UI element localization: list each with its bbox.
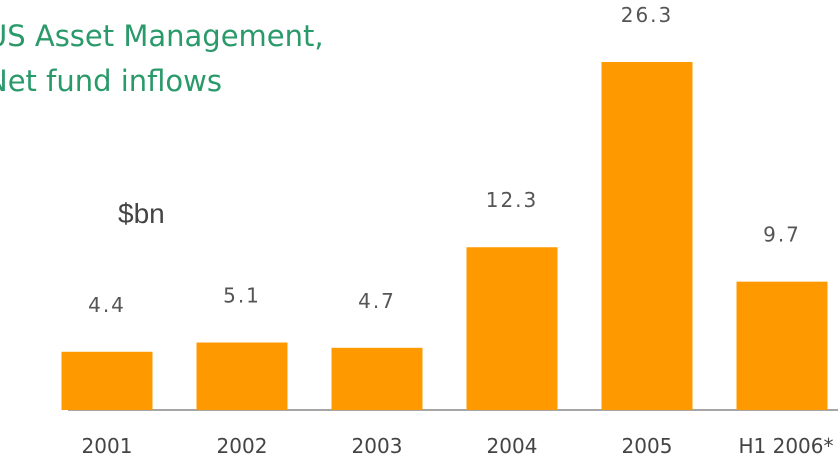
data-label: 9.7 bbox=[763, 223, 801, 247]
x-tick-label: 2005 bbox=[622, 434, 673, 458]
bar bbox=[601, 62, 693, 410]
x-tick-label: 2001 bbox=[82, 434, 133, 458]
x-tick-label: 2004 bbox=[487, 434, 538, 458]
chart-title: Net fund inflows bbox=[0, 64, 222, 98]
x-tick-label: 2003 bbox=[352, 434, 403, 458]
bar bbox=[331, 347, 423, 410]
bar bbox=[736, 281, 828, 410]
bar bbox=[466, 247, 558, 410]
bar bbox=[196, 342, 288, 410]
chart-title: US Asset Management, bbox=[0, 19, 324, 53]
data-label: 4.4 bbox=[88, 293, 126, 317]
data-label: 12.3 bbox=[486, 188, 539, 212]
x-tick-label: 2002 bbox=[217, 434, 268, 458]
data-label: 26.3 bbox=[621, 3, 674, 27]
data-label: 5.1 bbox=[223, 284, 261, 308]
bar bbox=[61, 351, 153, 410]
data-label: 4.7 bbox=[358, 289, 396, 313]
y-axis-label: $bn bbox=[118, 198, 165, 229]
x-tick-label: H1 2006* bbox=[738, 434, 833, 458]
